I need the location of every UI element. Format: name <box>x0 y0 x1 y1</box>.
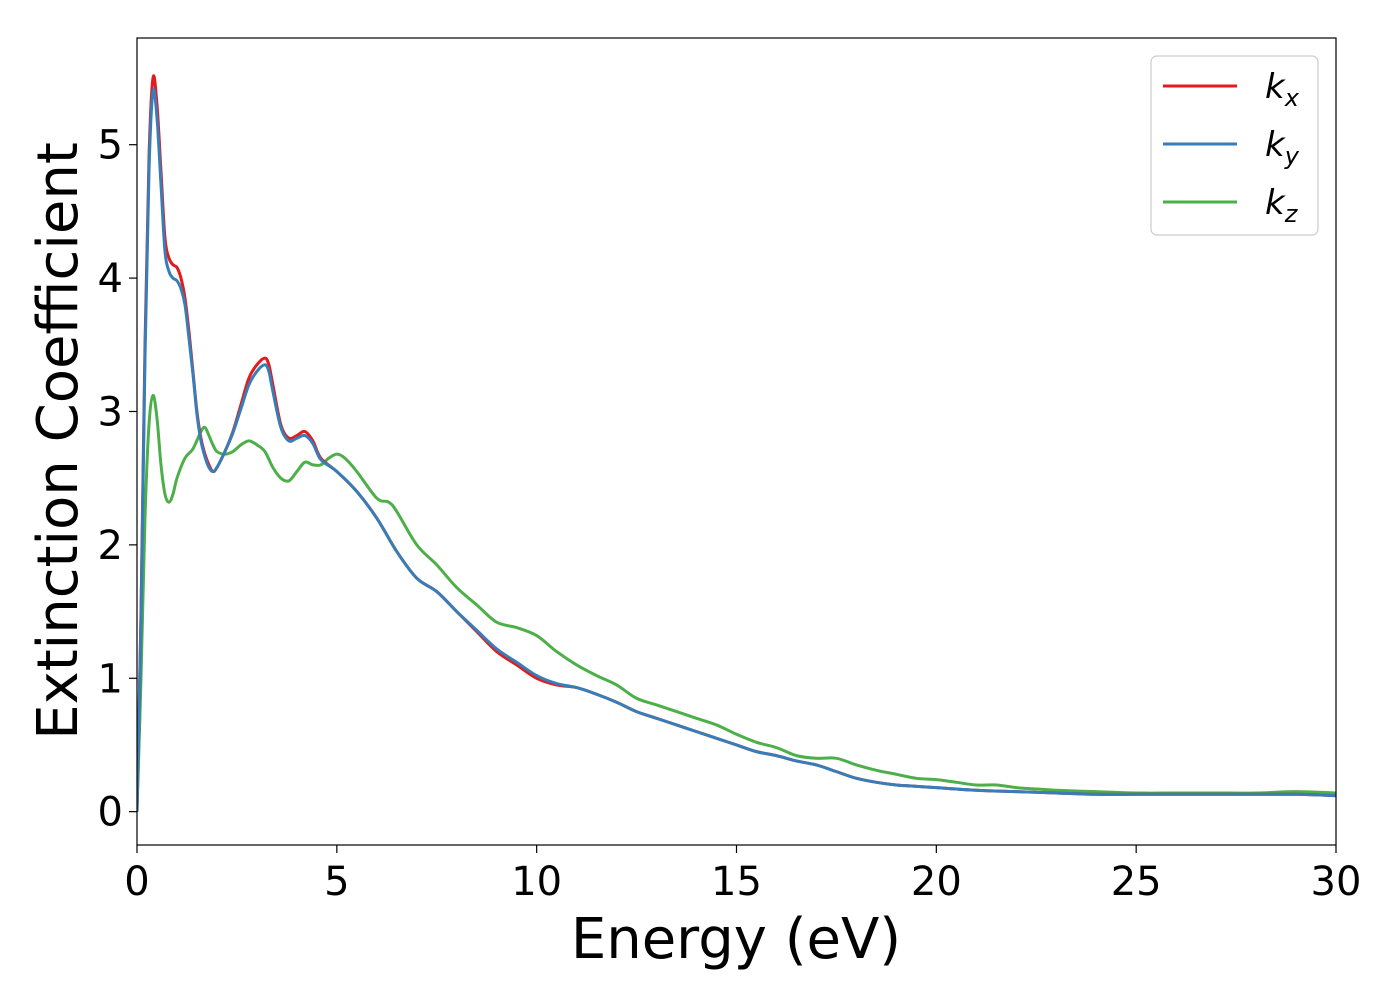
y-tick-label: 1 <box>98 656 123 702</box>
x-tick-label: 5 <box>324 859 349 905</box>
x-tick-label: 20 <box>911 859 962 905</box>
x-tick-label: 0 <box>124 859 149 905</box>
y-tick-label: 5 <box>98 123 123 169</box>
legend-label-z: kz <box>1265 183 1299 228</box>
x-tick-label: 15 <box>711 859 762 905</box>
axes-layer: 0 5 10 15 20 25 30 0 1 2 3 4 5 <box>98 37 1362 905</box>
y-tick-label: 3 <box>98 389 123 435</box>
x-tick-label: 30 <box>1311 859 1362 905</box>
y-tick-label: 4 <box>98 256 123 302</box>
legend: kx ky kz <box>1150 55 1319 236</box>
y-tick-label: 2 <box>98 523 123 569</box>
y-tick-label: 0 <box>98 790 123 836</box>
legend-label-x: kx <box>1265 67 1300 112</box>
series-line-z <box>137 393 1336 812</box>
series-layer <box>137 74 1336 812</box>
y-axis-title: Extinction Coefficient <box>26 142 91 740</box>
legend-label-y: ky <box>1265 125 1300 170</box>
x-tick-label: 25 <box>1111 859 1162 905</box>
series-line-y <box>137 87 1336 812</box>
x-tick-label: 10 <box>511 859 562 905</box>
x-axis-title: Energy (eV) <box>571 907 901 972</box>
